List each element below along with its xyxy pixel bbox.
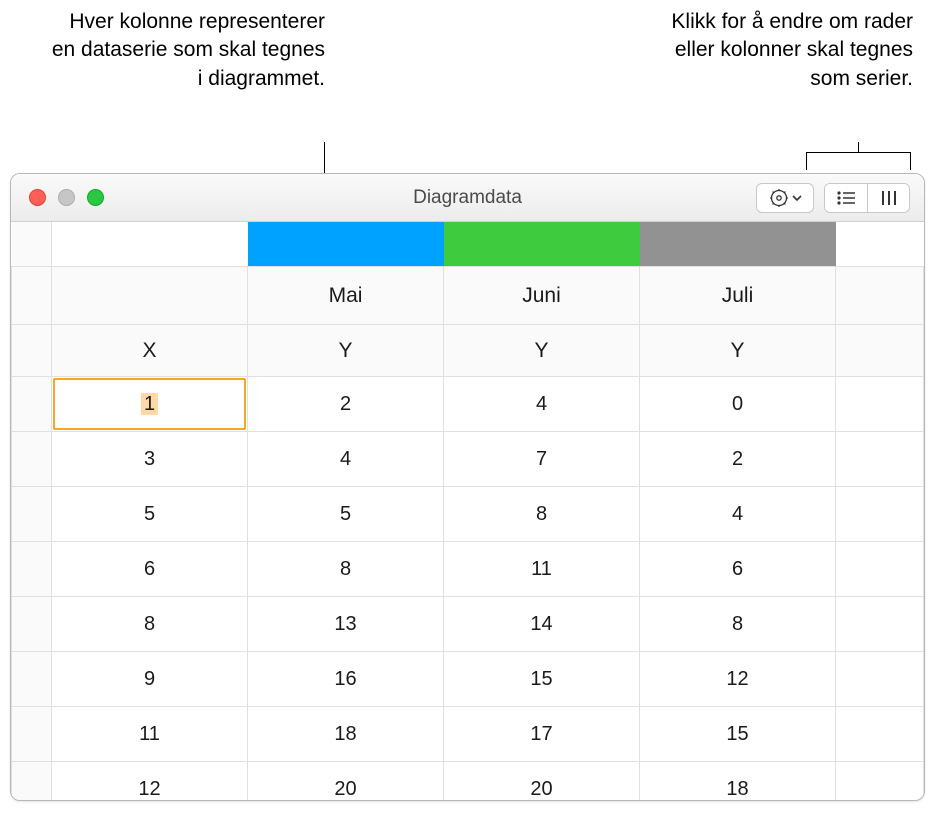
row-header[interactable] xyxy=(12,707,52,762)
data-cell[interactable]: 8 xyxy=(52,597,248,652)
data-table[interactable]: Mai Juni Juli X Y Y Y 124034725584681168… xyxy=(11,222,924,800)
data-cell[interactable]: 5 xyxy=(248,487,444,542)
data-cell[interactable]: 8 xyxy=(444,487,640,542)
data-cell[interactable]: 18 xyxy=(640,762,836,801)
column-header[interactable]: Juli xyxy=(640,267,836,325)
table-row: 9161512 xyxy=(12,652,924,707)
table-row: 68116 xyxy=(12,542,924,597)
data-cell[interactable]: 7 xyxy=(444,432,640,487)
gear-menu-button[interactable] xyxy=(756,183,814,213)
callout-bracket-down-right xyxy=(910,152,911,170)
empty-cell[interactable] xyxy=(836,487,924,542)
axis-label[interactable]: Y xyxy=(444,325,640,377)
row-header[interactable] xyxy=(12,377,52,432)
series-color-row xyxy=(12,222,924,267)
data-cell[interactable]: 8 xyxy=(248,542,444,597)
axis-label[interactable]: X xyxy=(52,325,248,377)
data-cell[interactable]: 16 xyxy=(248,652,444,707)
plot-rows-button[interactable] xyxy=(825,184,867,212)
window-titlebar: Diagramdata xyxy=(11,174,924,222)
empty-cell[interactable] xyxy=(836,377,924,432)
empty-cell[interactable] xyxy=(836,597,924,652)
data-cell[interactable]: 17 xyxy=(444,707,640,762)
table-row: 3472 xyxy=(12,432,924,487)
data-cell[interactable]: 12 xyxy=(52,762,248,801)
empty-cell[interactable] xyxy=(836,542,924,597)
data-cell[interactable]: 18 xyxy=(248,707,444,762)
axis-label[interactable]: Y xyxy=(248,325,444,377)
column-header[interactable]: Mai xyxy=(248,267,444,325)
minimize-button xyxy=(58,189,75,206)
toolbar-right xyxy=(756,183,910,213)
data-cell[interactable]: 3 xyxy=(52,432,248,487)
chart-data-editor-window: Diagramdata xyxy=(10,173,925,801)
series-color-2[interactable] xyxy=(444,222,640,266)
row-header[interactable] xyxy=(12,487,52,542)
column-header[interactable]: Juni xyxy=(444,267,640,325)
axis-label[interactable]: Y xyxy=(640,325,836,377)
data-cell[interactable]: 4 xyxy=(248,432,444,487)
data-cell[interactable]: 0 xyxy=(640,377,836,432)
series-color-1[interactable] xyxy=(248,222,444,266)
row-header[interactable] xyxy=(12,542,52,597)
series-orientation-segmented xyxy=(824,183,910,213)
columns-icon xyxy=(880,189,898,207)
callout-column-series: Hver kolonne representerer en dataserie … xyxy=(45,8,325,93)
callout-bracket-horizontal xyxy=(807,152,911,153)
table-row: 5584 xyxy=(12,487,924,542)
callout-bracket-down-left xyxy=(806,152,807,170)
data-cell[interactable]: 9 xyxy=(52,652,248,707)
data-cell[interactable]: 6 xyxy=(640,542,836,597)
axis-label-row: X Y Y Y xyxy=(12,325,924,377)
zoom-button[interactable] xyxy=(87,189,104,206)
table-row: 11181715 xyxy=(12,707,924,762)
data-cell[interactable]: 15 xyxy=(444,652,640,707)
close-button[interactable] xyxy=(29,189,46,206)
callout-row-col-toggle: Klikk for å endre om rader eller kolonne… xyxy=(633,8,913,93)
table-row: 12202018 xyxy=(12,762,924,801)
data-cell[interactable]: 2 xyxy=(640,432,836,487)
empty-cell[interactable] xyxy=(836,432,924,487)
empty-cell[interactable] xyxy=(836,762,924,801)
row-header[interactable] xyxy=(12,432,52,487)
data-cell[interactable]: 12 xyxy=(640,652,836,707)
data-grid[interactable]: Mai Juni Juli X Y Y Y 124034725584681168… xyxy=(11,222,924,800)
plot-columns-button[interactable] xyxy=(867,184,909,212)
data-cell[interactable]: 1 xyxy=(52,377,248,432)
traffic-lights xyxy=(11,189,104,206)
data-cell[interactable]: 15 xyxy=(640,707,836,762)
callout-leader-line-right xyxy=(858,142,859,152)
rows-icon xyxy=(836,190,856,206)
empty-cell[interactable] xyxy=(836,652,924,707)
data-cell[interactable]: 20 xyxy=(248,762,444,801)
row-header[interactable] xyxy=(12,762,52,801)
gear-icon xyxy=(769,188,789,208)
row-header[interactable] xyxy=(12,652,52,707)
chevron-down-icon xyxy=(792,193,802,203)
data-cell[interactable]: 4 xyxy=(640,487,836,542)
column-header-row: Mai Juni Juli xyxy=(12,267,924,325)
data-cell[interactable]: 2 xyxy=(248,377,444,432)
data-cell[interactable]: 5 xyxy=(52,487,248,542)
series-color-3[interactable] xyxy=(640,222,836,266)
data-cell[interactable]: 6 xyxy=(52,542,248,597)
empty-cell[interactable] xyxy=(836,707,924,762)
table-row: 1240 xyxy=(12,377,924,432)
data-cell[interactable]: 13 xyxy=(248,597,444,652)
data-cell[interactable]: 14 xyxy=(444,597,640,652)
row-header[interactable] xyxy=(12,597,52,652)
data-cell[interactable]: 8 xyxy=(640,597,836,652)
window-title: Diagramdata xyxy=(413,187,522,209)
table-row: 813148 xyxy=(12,597,924,652)
data-cell[interactable]: 11 xyxy=(444,542,640,597)
data-cell[interactable]: 11 xyxy=(52,707,248,762)
data-cell[interactable]: 20 xyxy=(444,762,640,801)
data-cell[interactable]: 4 xyxy=(444,377,640,432)
